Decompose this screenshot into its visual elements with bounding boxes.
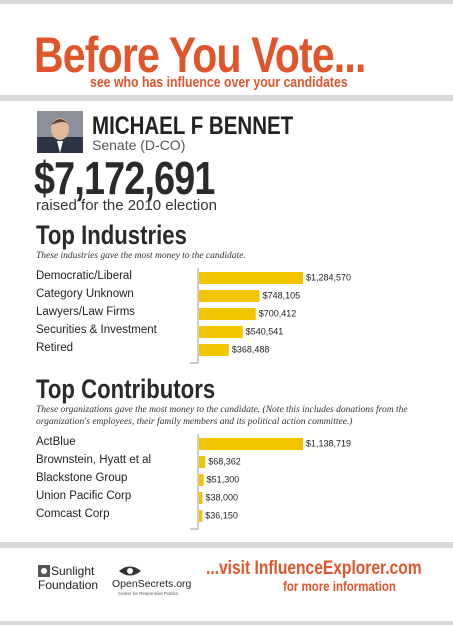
bar [199,510,203,522]
page-subtitle: see who has influence over your candidat… [90,74,348,91]
candidate-office: Senate (D-CO) [92,137,186,153]
opensecrets-eye [119,566,141,576]
total-note: raised for the 2010 election [36,197,217,214]
bar-chart: $1,284,570 $748,105 $700,412 $540,541 $368,4… [190,268,351,364]
candidate-photo [37,111,83,153]
chart-subtitle: These organizations gave the most money … [36,405,408,427]
category-label: Lawyers/Law Firms [36,306,136,318]
bar [199,308,256,320]
sunlight-logo: Foundation [38,578,99,592]
value-label: $68,362 [208,456,241,466]
category-label: Comcast Corp [36,508,110,520]
bar-chart: $1,138,719 $68,362 $51,300 $38,000 $36,150 [190,434,351,530]
divider [0,542,453,548]
bar [199,492,203,504]
category-label: Category Unknown [36,288,134,300]
visit-link: ...visit InfluenceExplorer.com [206,558,422,579]
category-label: Union Pacific Corp [36,490,132,502]
page-title: Before You Vote... [34,27,366,83]
bar [199,344,229,356]
value-label: $1,284,570 [306,272,351,282]
category-label: Democratic/Liberal [36,270,132,282]
bar [199,326,243,338]
value-label: $540,541 [246,326,284,336]
bottom-rule [0,621,453,625]
sunlight-logo: Sunlight [51,564,95,578]
value-label: $38,000 [205,492,238,502]
value-label: $748,105 [263,290,301,300]
category-label: ActBlue [36,436,76,448]
category-label: Brownstein, Hyatt et al [36,454,152,466]
chart-subtitle: These industries gave the most money to … [36,251,246,261]
bar [199,438,303,450]
visit-note: for more information [283,578,396,594]
top-rule [0,0,453,4]
opensecrets-tagline: Center for Responsive Politics [118,591,179,596]
sunlight-icon [38,565,50,577]
value-label: $36,150 [205,510,238,520]
total-raised: $7,172,691 [34,152,215,204]
bar [199,456,206,468]
bar [199,290,260,302]
value-label: $700,412 [259,308,297,318]
chart-title: Top Industries [36,220,187,250]
category-label: Blackstone Group [36,472,128,484]
value-label: $368,488 [232,344,270,354]
bar [199,474,204,486]
candidate-name: MICHAEL F BENNET [92,112,294,140]
opensecrets-logo: OpenSecrets.org [112,578,192,590]
category-label: Securities & Investment [36,324,157,336]
value-label: $1,138,719 [306,438,351,448]
bar [199,272,303,284]
divider [0,95,453,101]
chart-title: Top Contributors [36,374,216,404]
category-label: Retired [36,342,74,354]
value-label: $51,300 [207,474,240,484]
